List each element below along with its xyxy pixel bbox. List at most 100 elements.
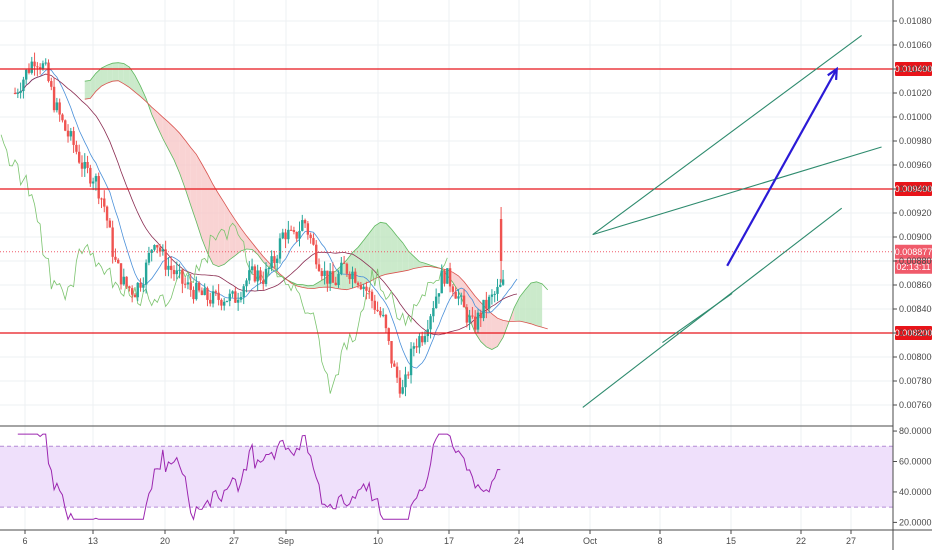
price-level-label: 0.009400 [895,184,932,194]
candle [262,271,265,290]
candle [342,255,346,264]
candle [220,298,223,311]
time-tick-label: 15 [726,536,736,546]
candle [376,301,379,312]
candle [334,276,337,286]
rsi-tick-label: 80.0000 [899,426,932,436]
candle [387,327,390,345]
candle [407,371,410,379]
cloud-segment [519,289,526,323]
candle [228,289,231,307]
cloud-segment [252,242,258,255]
cloud-segment [162,117,169,150]
candle [415,338,418,353]
candle [315,240,318,269]
cloud-segment [196,154,202,239]
price-tick-label: 0.009400 [899,184,932,194]
candle [437,293,441,304]
candle [354,268,357,284]
candle [348,271,351,284]
candle [217,284,220,306]
rsi-pane [0,425,893,521]
candle [144,259,148,294]
time-tick-label: 27 [229,536,239,546]
cloud-segment [385,223,392,275]
candle [211,285,215,308]
candle [306,220,310,240]
cloud-segment [123,63,130,88]
trend-line-wedge-upper[interactable] [592,146,882,236]
candle [33,52,36,76]
rsi-tick-label: 20.0000 [899,517,932,527]
candle [170,256,173,279]
candle [323,261,326,285]
cloud-segment [246,235,253,250]
candle [117,258,120,264]
cloud-segment [374,222,381,279]
candle [309,232,312,244]
cloud-segment [452,272,459,292]
candle [86,155,89,174]
candle [326,270,329,292]
trend-lines[interactable] [582,34,882,408]
cloud-segment [224,202,230,265]
time-tick-label: Sep [278,536,294,546]
trend-line-wedge-lower[interactable] [662,292,733,344]
candle [487,294,491,313]
candle [281,228,284,240]
cloud-segment [101,65,108,87]
candle [69,127,73,141]
projection-arrow-shaft[interactable] [726,68,838,267]
candle [454,287,457,299]
cloud-segment [391,229,398,274]
candle [130,285,134,303]
candle [181,269,184,294]
candle [359,281,363,291]
candle [89,164,92,187]
candle [197,281,201,293]
cloud-segment [346,252,353,290]
candle [55,97,59,113]
candle [320,268,324,281]
time-tick-label: Oct [583,536,598,546]
candle [91,177,95,191]
candle [451,283,455,297]
trend-line-channel-upper[interactable] [592,34,862,236]
time-tick-label: 22 [796,536,806,546]
candle [340,256,343,276]
candle [114,248,117,263]
cloud-segment [201,163,208,254]
candle [409,342,413,384]
price-tick-label: 0.010400 [899,64,932,74]
cloud-segment [134,75,141,97]
cloud-segment [352,247,359,289]
candle [362,283,365,297]
candle [72,126,75,153]
candle [460,292,463,305]
candle [384,313,388,333]
candle [381,308,385,318]
candle [200,287,204,296]
cloud-segment [319,278,325,288]
candle [206,286,209,307]
candle [479,309,482,327]
rsi-tick-label: 60.0000 [899,456,932,466]
candle [195,276,198,301]
cloud-segment [413,256,420,269]
candle [295,231,298,242]
candle [178,263,181,279]
candle [223,297,226,311]
candle [189,273,192,297]
cloud-segment [363,233,370,285]
cloud-segment [313,282,320,289]
candle [259,267,262,284]
cloud-segment [235,220,241,256]
cloud-segment [341,259,347,290]
candle [468,309,471,330]
candle [83,153,86,177]
candle [390,341,393,368]
